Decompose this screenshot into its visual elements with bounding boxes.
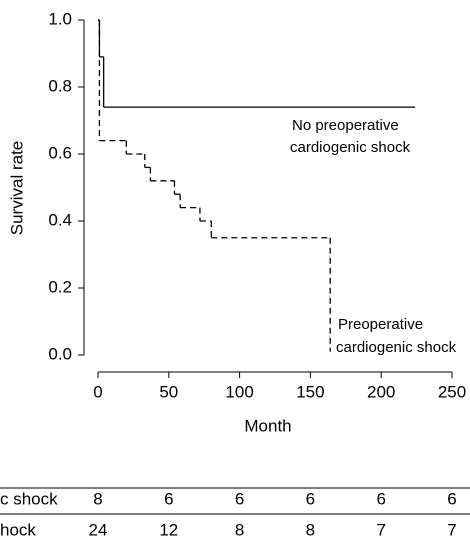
count: 6 bbox=[447, 489, 456, 508]
y-tick-label: 0.0 bbox=[48, 344, 72, 363]
x-tick-label: 0 bbox=[93, 382, 102, 401]
y-tick-label: 0.6 bbox=[48, 143, 72, 162]
count: 12 bbox=[159, 520, 178, 539]
count: 7 bbox=[447, 520, 456, 539]
count: 8 bbox=[306, 520, 315, 539]
x-tick-label: 250 bbox=[438, 382, 466, 401]
x-tick-label: 100 bbox=[225, 382, 253, 401]
x-axis-label: Month bbox=[244, 416, 291, 435]
y-tick-label: 0.2 bbox=[48, 277, 72, 296]
row-label: c shock bbox=[0, 489, 58, 508]
count: 8 bbox=[93, 489, 102, 508]
count: 6 bbox=[164, 489, 173, 508]
annotation: cardiogenic shock bbox=[336, 339, 457, 356]
annotation: cardiogenic shock bbox=[290, 139, 411, 156]
count: 6 bbox=[376, 489, 385, 508]
y-axis-label: Survival rate bbox=[7, 141, 26, 235]
row-label: hock bbox=[0, 520, 36, 539]
annotation: Preoperative bbox=[338, 316, 423, 333]
x-tick-label: 150 bbox=[296, 382, 324, 401]
count: 8 bbox=[235, 520, 244, 539]
y-tick-label: 0.8 bbox=[48, 76, 72, 95]
x-tick-label: 200 bbox=[367, 382, 395, 401]
y-tick-label: 0.4 bbox=[48, 210, 72, 229]
annotation: No preoperative bbox=[292, 117, 399, 134]
count: 6 bbox=[235, 489, 244, 508]
y-tick-label: 1.0 bbox=[48, 9, 72, 28]
x-tick-label: 50 bbox=[159, 382, 178, 401]
count: 24 bbox=[89, 520, 108, 539]
count: 7 bbox=[376, 520, 385, 539]
count: 6 bbox=[306, 489, 315, 508]
